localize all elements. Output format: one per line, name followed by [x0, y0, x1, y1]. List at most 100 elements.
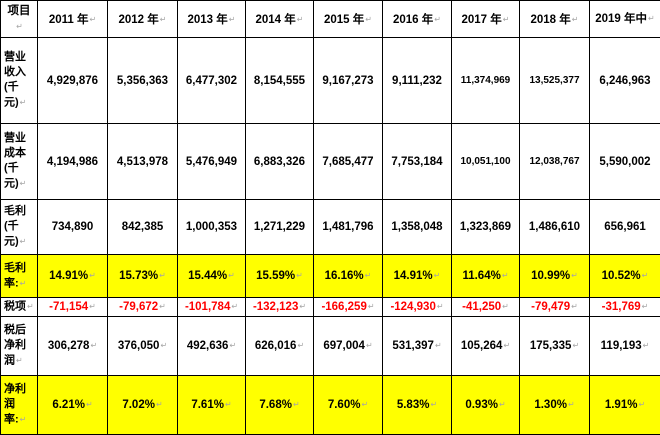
value-cell: 7,753,184: [382, 123, 452, 200]
value-cell: 9,167,273: [313, 37, 383, 124]
cell-value: 306,278: [47, 340, 90, 352]
value-cell: 6,477,302: [177, 37, 246, 124]
value-cell: 1,486,610: [519, 199, 590, 255]
value-cell: 4,513,978: [107, 123, 178, 200]
cell-value: 7.61%: [191, 399, 224, 411]
return-mark: ↵: [434, 341, 442, 351]
value-cell: 119,193↵: [589, 316, 660, 376]
value-cell: 10,051,100: [451, 123, 520, 200]
return-mark: ↵: [572, 341, 580, 351]
value-cell: 306,278↵: [37, 316, 108, 376]
cell-value: 626,016: [254, 340, 297, 352]
return-mark: ↵: [16, 356, 23, 366]
value-cell: 14.91%↵: [37, 254, 108, 298]
return-mark: ↵: [365, 15, 372, 25]
value-cell: 4,194,986: [37, 123, 108, 200]
cell-value: 5,356,363: [116, 74, 169, 87]
value-cell: 531,397↵: [382, 316, 452, 376]
return-mark: ↵: [364, 271, 372, 281]
cell-value: 15.59%: [256, 270, 296, 282]
value-cell: -166,259↵: [313, 297, 383, 317]
return-mark: ↵: [19, 278, 27, 288]
header-year-cell: 2013 年↵: [177, 0, 246, 38]
row-label-cell: 毛利(千元)↵: [0, 199, 38, 255]
value-cell: 626,016↵: [245, 316, 314, 376]
row-label: 营业收入(千元): [4, 51, 26, 109]
cell-value: 697,004: [323, 340, 365, 352]
return-mark: ↵: [434, 15, 441, 25]
value-cell: 4,929,876: [37, 37, 108, 124]
cell-value: 6.21%: [52, 399, 85, 411]
cell-value: 7,685,477: [322, 155, 374, 168]
return-mark: ↵: [90, 341, 98, 351]
cell-value: 11,374,969: [460, 75, 511, 86]
header-item-label: 项目: [7, 4, 31, 17]
return-mark: ↵: [365, 341, 373, 351]
cell-value: 1,271,229: [253, 221, 306, 233]
return-mark: ↵: [299, 302, 307, 312]
row-label-cell: 税项↵: [0, 297, 38, 317]
cell-value: 6,246,963: [599, 74, 651, 87]
header-year-cell: 2018 年↵: [519, 0, 590, 38]
return-mark: ↵: [296, 15, 304, 25]
value-cell: 0.93%↵: [451, 375, 520, 435]
row-label: 税后净利润: [4, 324, 26, 367]
return-mark: ↵: [155, 400, 163, 410]
value-cell: 11,374,969: [451, 37, 520, 124]
cell-value: 4,929,876: [46, 74, 99, 87]
return-mark: ↵: [367, 302, 375, 312]
table-row: 税后净利润↵ 306,278↵ 376,050↵ 492,636↵ 626,016↵ 69…: [0, 316, 660, 376]
row-label: 净利润率:: [4, 383, 26, 426]
value-cell: -124,930↵: [382, 297, 452, 317]
value-cell: 697,004↵: [313, 316, 383, 376]
cell-value: 5,590,002: [599, 155, 651, 168]
value-cell: 14.91%↵: [382, 254, 452, 298]
value-cell: -71,154↵: [37, 297, 108, 317]
cell-value: 7.60%: [327, 399, 361, 411]
return-mark: ↵: [433, 271, 441, 281]
header-year-cell: 2011 年↵: [37, 0, 108, 38]
cell-value: 11.64%: [462, 270, 501, 282]
value-cell: 9,111,232: [382, 37, 452, 124]
cell-value: -41,250: [462, 301, 502, 313]
cell-value: 12,038,767: [529, 156, 580, 167]
value-cell: -101,784↵: [177, 297, 246, 317]
return-mark: ↵: [229, 341, 237, 351]
return-mark: ↵: [19, 415, 27, 425]
cell-value: 4,194,986: [46, 155, 99, 168]
value-cell: 12,038,767: [519, 123, 590, 200]
return-mark: ↵: [296, 271, 303, 281]
value-cell: 1.30%↵: [519, 375, 590, 435]
return-mark: ↵: [89, 15, 97, 25]
return-mark: ↵: [648, 13, 655, 23]
cell-value: 105,264: [460, 340, 503, 352]
cell-value: 842,385: [121, 221, 164, 233]
header-year-cell: 2015 年↵: [313, 0, 383, 38]
return-mark: ↵: [436, 302, 444, 312]
cell-value: -132,123: [252, 301, 299, 313]
return-mark: ↵: [224, 400, 232, 410]
row-label-cell: 营业收入(千元)↵: [0, 37, 38, 124]
value-cell: 15.44%↵: [177, 254, 246, 298]
return-mark: ↵: [231, 302, 239, 312]
return-mark: ↵: [297, 341, 305, 351]
value-cell: 376,050↵: [107, 316, 178, 376]
header-year-label: 2019 年中: [595, 13, 648, 26]
value-cell: 7.60%↵: [313, 375, 383, 435]
row-label: 税项: [4, 300, 26, 313]
value-cell: 11.64%↵: [451, 254, 520, 298]
cell-value: -101,784: [184, 301, 231, 313]
value-cell: 656,961: [589, 199, 660, 255]
value-cell: 10.99%↵: [519, 254, 590, 298]
cell-value: 1.30%: [534, 399, 567, 411]
return-mark: ↵: [641, 271, 649, 281]
cell-value: 5.83%: [396, 399, 430, 411]
table-row: 净利润率:↵ 6.21%↵ 7.02%↵ 7.61%↵ 7.68%↵ 7.60%↵ 5.83…: [0, 375, 660, 435]
value-cell: 16.16%↵: [313, 254, 383, 298]
value-cell: 492,636↵: [177, 316, 246, 376]
cell-value: 1,323,869: [459, 221, 512, 233]
cell-value: 7,753,184: [391, 155, 443, 168]
return-mark: ↵: [642, 341, 650, 351]
row-label-cell: 营业成本(千元)↵: [0, 123, 38, 200]
